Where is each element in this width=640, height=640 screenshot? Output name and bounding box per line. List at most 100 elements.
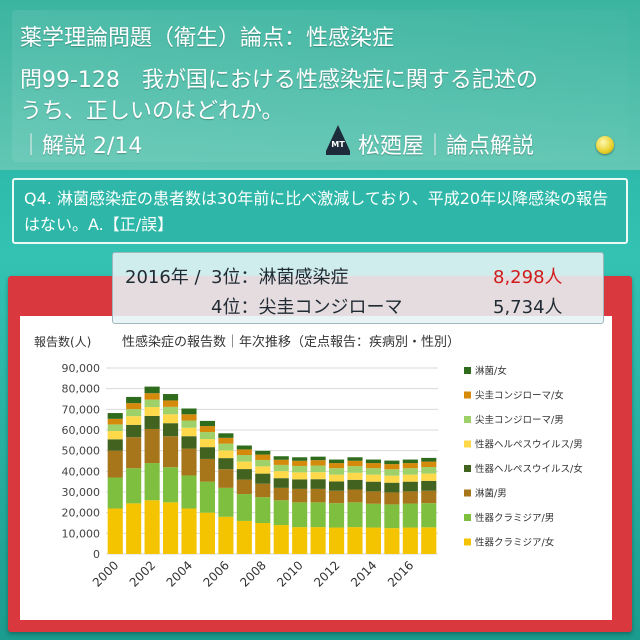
bar-segment: [107, 431, 123, 440]
bar-segment: [162, 467, 179, 503]
bar-segment: [181, 408, 197, 415]
bar-segment: [402, 468, 418, 475]
bar-segment: [402, 474, 418, 482]
bar-segment: [384, 504, 400, 529]
bar-segment: [273, 471, 289, 479]
bar-segment: [273, 525, 289, 554]
bar-segment: [144, 463, 160, 501]
bar-segment: [347, 527, 363, 554]
bar-segment: [365, 463, 382, 469]
bar-segment: [310, 465, 326, 473]
bar-segment: [384, 464, 400, 470]
bar-segment: [162, 414, 179, 424]
legend: 淋菌/女尖圭コンジローマ/女尖圭コンジローマ/男性器ヘルペスウイルス/男性器ヘル…: [464, 365, 583, 549]
y-tick-label: 90,000: [62, 362, 101, 375]
bar-segment: [421, 480, 437, 491]
bar-segment: [292, 488, 308, 503]
bar-segment: [218, 458, 234, 470]
y-tick-label: 50,000: [62, 445, 101, 458]
bar-segment: [144, 407, 160, 416]
y-tick-labels: 0 10,000 20,000 30,000 40,000 50,000 60,000 70,…: [62, 362, 101, 561]
legend-swatch: [464, 489, 471, 497]
stats-callout: 2016年 / 3位：淋菌感染症 8,298人 4位：尖圭コンジローマ 5,73…: [112, 252, 604, 324]
bar-segment: [365, 468, 382, 475]
bar-segment: [255, 459, 271, 467]
y-tick-label: 70,000: [62, 403, 101, 416]
bar-segment: [384, 460, 400, 465]
bar-segment: [236, 449, 252, 456]
bar-segment: [292, 472, 308, 480]
bar-segment: [199, 512, 216, 554]
bar-segment: [107, 450, 123, 478]
bar-segment: [402, 527, 418, 554]
x-tick-label: 2014: [348, 558, 379, 589]
bar-segment: [292, 479, 308, 489]
bar-stacks: [107, 386, 437, 554]
bar-segment: [310, 488, 326, 503]
bar-segment: [162, 502, 179, 554]
bar-segment: [421, 457, 437, 462]
legend-label: 性器クラミジア/女: [475, 537, 554, 549]
bar-segment: [402, 503, 418, 528]
legend-swatch: [464, 416, 471, 423]
question-heading: 問99-128 我が国における性感染症に関する記述の: [20, 68, 538, 93]
legend-label: 性器ヘルペスウイルス/男: [475, 439, 583, 451]
bar-segment: [347, 472, 363, 480]
bar-segment: [421, 503, 437, 528]
bar-segment: [236, 461, 252, 470]
y-tick-label: 10,000: [62, 527, 101, 540]
bar-segment: [107, 439, 123, 451]
logo-text: MT: [331, 140, 345, 149]
bar-segment: [273, 487, 289, 501]
bar-segment: [126, 437, 142, 469]
bar-segment: [236, 479, 252, 495]
bar-segment: [255, 483, 271, 498]
page-indicator: ｜解説 2/14: [20, 134, 143, 159]
bar-segment: [107, 508, 123, 554]
bar-segment: [292, 457, 308, 461]
bar-segment: [365, 459, 382, 464]
chart-panel: 報告数(人) 性感染症の報告数｜年次推移（定点報告：疾病別・性別） 0 10,00…: [20, 316, 612, 620]
bar-segment: [144, 428, 160, 464]
bar-segment: [347, 502, 363, 528]
bar-segment: [402, 491, 418, 504]
bar-segment: [107, 477, 123, 509]
bar-segment: [126, 396, 142, 404]
legend-swatch: [464, 465, 471, 472]
brand-name: 松廼屋｜論点解説: [358, 134, 535, 159]
bar-segment: [107, 424, 123, 432]
callout-rank3-label: 3位：淋菌感染症: [211, 267, 349, 288]
legend-label: 尖圭コンジローマ/男: [475, 414, 564, 426]
legend-swatch: [464, 367, 471, 374]
bar-segment: [199, 458, 216, 482]
bar-segment: [181, 436, 197, 449]
bar-segment: [365, 491, 382, 504]
x-tick-label: 2002: [127, 558, 158, 589]
bar-segment: [218, 433, 234, 438]
bar-segment: [384, 475, 400, 483]
legend-swatch: [464, 391, 471, 399]
x-tick-label: 2006: [201, 558, 232, 589]
callout-rank4-value: 5,734人: [493, 297, 563, 318]
bar-segment: [144, 500, 160, 554]
legend-label: 性器クラミジア/男: [475, 512, 554, 524]
bar-segment: [273, 456, 289, 460]
grid-lines: [106, 367, 438, 555]
bar-segment: [181, 448, 197, 476]
bar-segment: [384, 482, 400, 493]
x-tick-label: 2012: [311, 558, 342, 589]
header-panel: [12, 10, 628, 162]
legend-swatch: [464, 440, 471, 448]
bar-segment: [181, 427, 197, 437]
bar-segment: [236, 455, 252, 462]
bar-segment: [162, 436, 179, 468]
bar-segment: [126, 468, 142, 504]
bar-segment: [162, 400, 179, 407]
bar-segment: [292, 527, 308, 554]
bar-segment: [292, 465, 308, 473]
bar-segment: [310, 456, 326, 461]
bar-segment: [292, 460, 308, 466]
bar-segment: [365, 527, 382, 554]
bar-segment: [144, 393, 160, 400]
bar-segment: [292, 502, 308, 528]
